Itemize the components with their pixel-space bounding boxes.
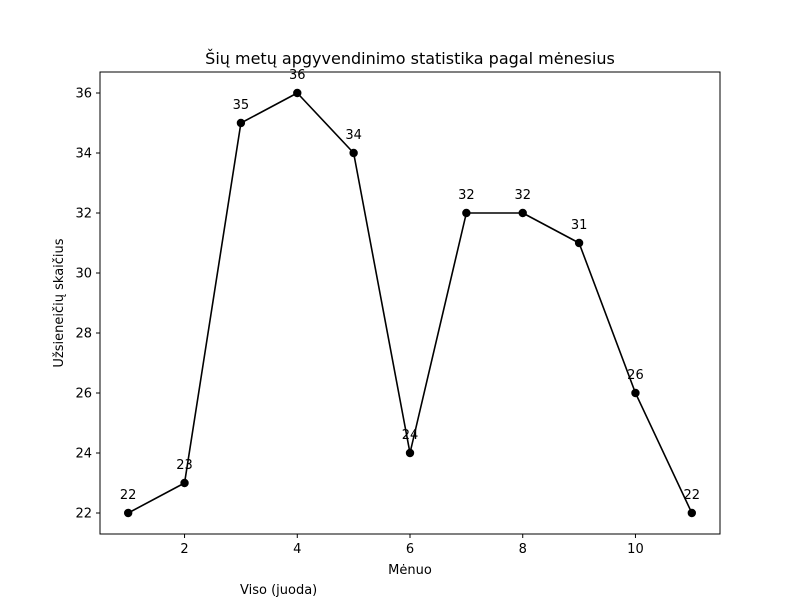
y-tick-label: 36 <box>75 87 92 102</box>
x-axis-label: Mėnuo <box>388 563 432 578</box>
data-label: 31 <box>571 218 588 233</box>
x-tick-label: 8 <box>519 542 527 557</box>
data-label: 22 <box>120 488 137 503</box>
data-point <box>180 478 189 488</box>
data-label: 32 <box>458 188 475 203</box>
data-point <box>236 118 246 128</box>
y-tick-label: 26 <box>75 387 92 402</box>
y-tick-label: 28 <box>75 327 92 342</box>
data-label: 23 <box>176 458 193 473</box>
footnote: Viso (juoda) <box>240 583 317 598</box>
y-tick-label: 30 <box>75 267 92 282</box>
data-label: 35 <box>233 98 250 113</box>
plot-frame <box>99 71 721 535</box>
y-tick-label: 24 <box>75 447 92 462</box>
y-tick-label: 34 <box>75 147 92 162</box>
y-tick-label: 32 <box>75 207 92 222</box>
x-tick-label: 10 <box>627 542 644 557</box>
data-point <box>349 148 358 158</box>
data-label: 22 <box>684 488 701 503</box>
x-tick-label: 2 <box>180 542 188 557</box>
data-point <box>462 208 471 218</box>
x-tick-label: 4 <box>293 542 301 557</box>
data-point <box>518 208 527 218</box>
y-tick-label: 22 <box>75 507 92 522</box>
x-tick-label: 6 <box>406 542 414 557</box>
data-point <box>631 388 640 398</box>
y-axis-label: Užsieneičių skaičius <box>52 238 67 367</box>
data-point <box>405 448 415 458</box>
data-label: 26 <box>627 368 644 383</box>
data-point <box>293 88 302 98</box>
chart-title: Šių metų apgyvendinimo statistika pagal … <box>205 49 615 68</box>
data-label: 36 <box>289 68 306 83</box>
data-point <box>574 238 584 248</box>
data-label: 24 <box>402 428 419 443</box>
data-point <box>123 508 133 518</box>
data-label: 34 <box>345 128 362 143</box>
data-point <box>687 508 697 518</box>
data-label: 32 <box>514 188 531 203</box>
